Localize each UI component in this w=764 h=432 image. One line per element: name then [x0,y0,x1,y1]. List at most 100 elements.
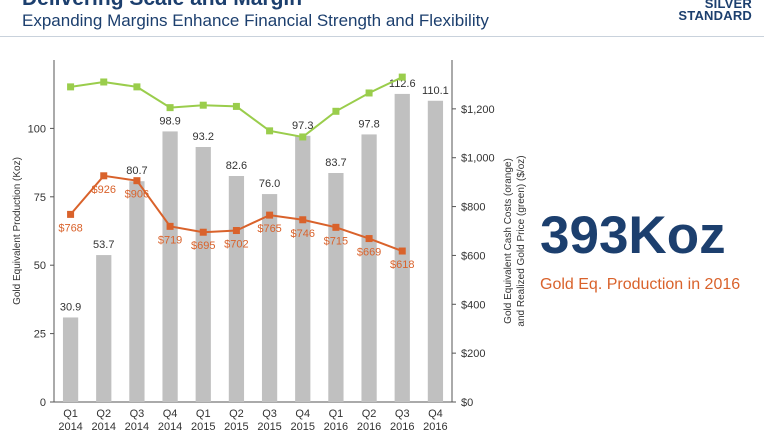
category-label-year: 2016 [324,421,348,432]
production-bar-label: 30.9 [60,301,81,313]
cash-cost-label: $702 [224,239,248,251]
cash-cost-label: $715 [324,235,348,247]
category-label-year: 2015 [257,421,281,432]
realized-gold-price-marker [67,83,75,91]
production-bar [295,135,311,402]
category-label-quarter: Q2 [362,408,377,420]
logo-line-1: SILVER [704,0,752,11]
right-axis-title-line-2: and Realized Gold Price (green) ($/oz) [516,155,527,326]
realized-gold-price-marker [133,83,141,91]
category-label-quarter: Q3 [262,408,277,420]
cash-cost-label: $719 [158,234,182,246]
production-bar-label: 80.7 [126,165,147,177]
category-label-quarter: Q1 [63,408,78,420]
right-tick-label: $0 [461,397,473,409]
cash-cost-label: $669 [357,247,381,259]
category-label-year: 2014 [92,421,116,432]
category-label-year: 2016 [357,421,381,432]
cash-cost-marker [232,227,240,235]
realized-gold-price-marker [365,89,373,97]
left-tick-label: 50 [34,260,46,272]
realized-gold-price-marker [299,133,307,141]
right-tick-label: $800 [461,202,485,214]
category-label-year: 2015 [191,421,215,432]
production-bar [361,134,377,403]
production-bar [228,176,245,402]
cash-cost-label: $765 [257,223,281,235]
cash-cost-marker [67,210,75,218]
slide-title: Delivering Scale and Margin [22,0,302,11]
left-tick-label: 75 [34,192,46,204]
cash-cost-label: $926 [92,184,116,196]
right-tick-label: $1,000 [461,153,495,165]
category-label-year: 2015 [291,421,315,432]
cash-cost-marker [100,172,108,180]
production-bar-label: 53.7 [93,239,114,251]
cash-cost-label: $618 [390,259,414,271]
cash-cost-marker [266,211,274,219]
cash-cost-marker [365,235,373,243]
production-bar-label: 97.3 [292,120,313,132]
production-bar-label: 76.0 [259,178,280,190]
realized-gold-price-marker [232,102,240,110]
right-tick-label: $200 [461,348,485,360]
header-divider [0,36,764,37]
right-tick-label: $600 [461,250,485,262]
production-bar-label: 97.8 [358,118,379,130]
left-axis-title: Gold Equivalent Production (Koz) [12,157,23,305]
cash-cost-label: $746 [291,228,315,240]
realized-gold-price-marker [100,78,108,86]
category-label-year: 2016 [390,421,414,432]
category-label-quarter: Q4 [295,408,310,420]
realized-gold-price-marker [398,73,406,81]
cash-cost-marker [166,222,174,230]
realized-gold-price-marker [332,107,340,115]
category-label-quarter: Q3 [130,408,145,420]
production-bar-label: 93.2 [193,131,214,143]
company-logo: SILVER STANDARD [678,0,752,22]
production-bar [129,181,145,402]
production-bar [96,255,112,402]
category-label-year: 2016 [423,421,447,432]
production-bar [162,131,178,402]
category-label-quarter: Q2 [229,408,244,420]
logo-line-2: STANDARD [678,8,752,23]
right-axis-title-line-1: Gold Equivalent Cash Costs (orange) [503,158,514,324]
production-bar [427,100,444,402]
category-label-quarter: Q1 [196,408,211,420]
cash-cost-marker [199,228,207,236]
production-bar-label: 83.7 [325,157,346,169]
production-bar-label: 110.1 [422,85,449,97]
production-bar [62,317,79,402]
cash-cost-marker [133,177,141,185]
category-label-quarter: Q3 [395,408,410,420]
cash-cost-marker [332,223,340,231]
right-tick-label: $1,200 [461,104,495,116]
right-tick-label: $400 [461,299,485,311]
category-label-year: 2014 [125,421,149,432]
production-callout-caption: Gold Eq. Production in 2016 [540,276,741,293]
slide-subtitle: Expanding Margins Enhance Financial Stre… [22,11,489,30]
cash-cost-label: $695 [191,240,215,252]
category-label-year: 2014 [158,421,182,432]
cash-cost-label: $768 [58,222,82,234]
category-label-quarter: Q4 [163,408,178,420]
left-tick-label: 25 [34,329,46,341]
category-label-year: 2014 [58,421,82,432]
realized-gold-price-marker [266,127,274,135]
production-bar [328,172,344,402]
left-tick-label: 100 [28,123,46,135]
production-bar-label: 82.6 [226,160,247,172]
cash-cost-marker [398,247,406,255]
realized-gold-price-marker [166,104,174,112]
production-callout-value: 393Koz [540,206,726,265]
production-bar-label: 98.9 [159,115,180,127]
category-label-year: 2015 [224,421,248,432]
left-tick-label: 0 [40,397,46,409]
production-bar [261,194,278,402]
realized-gold-price-marker [199,101,207,109]
category-label-quarter: Q2 [96,408,111,420]
category-label-quarter: Q1 [329,408,344,420]
cash-cost-label: $906 [125,189,149,201]
